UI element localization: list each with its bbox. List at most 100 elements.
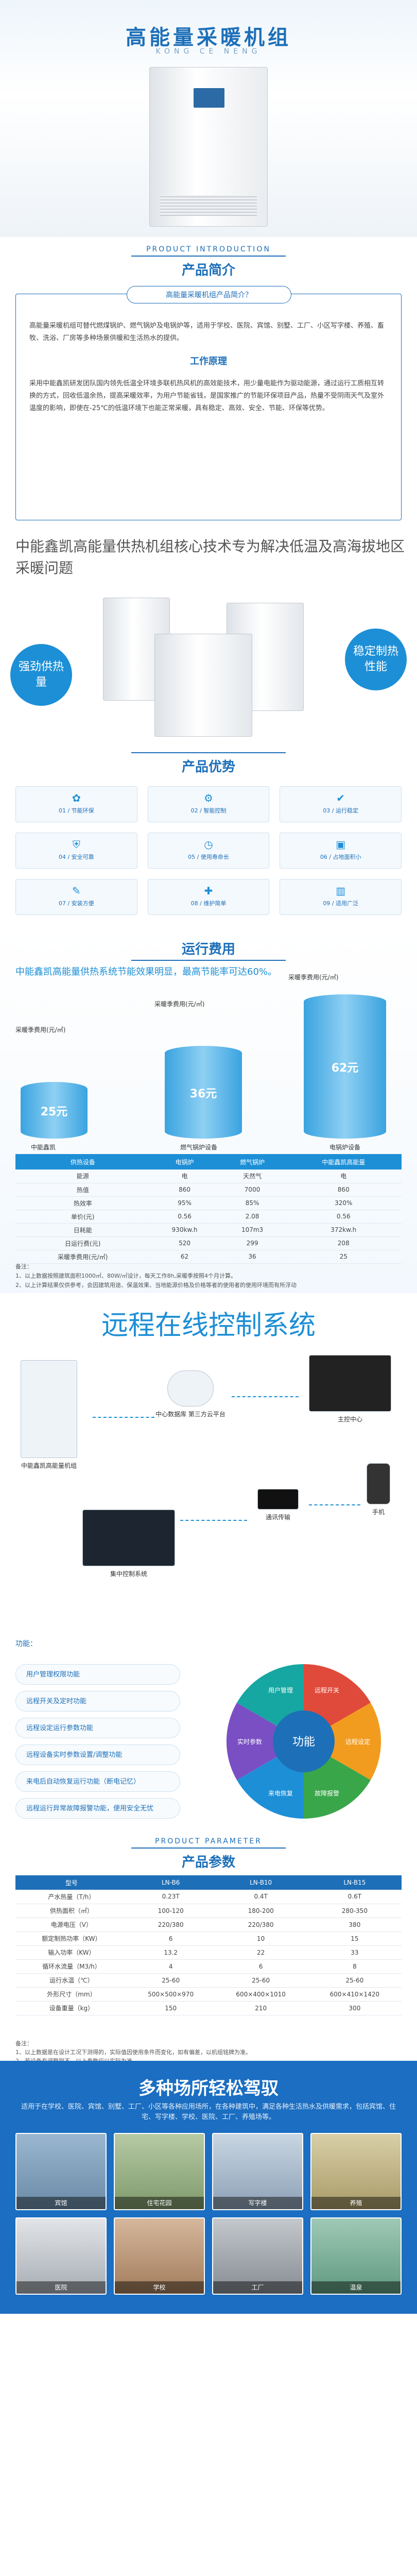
table-cell: 单价(元)	[15, 1210, 150, 1224]
hero-title: 高能量采暖机组	[126, 26, 291, 49]
cloud-node: 中心数据库 第三方云平台	[149, 1370, 232, 1418]
table-header-cell: 燃气锅炉	[219, 1154, 286, 1170]
advantages-section: 产品优势 ✿ 01 / 节能环保 ⚙ 02 / 智能控制 ✔ 03 / 运行稳定 ⛨ 0…	[0, 742, 417, 927]
hero-subtitle: KONG CE NENG	[155, 47, 262, 56]
table-header-cell: LN-B6	[127, 1875, 214, 1890]
bubble-left: 强劲供热量	[10, 644, 72, 706]
advantage-label: 09 / 适用广泛	[323, 900, 359, 907]
router-node-label: 通讯传输	[265, 1514, 290, 1521]
table-header-row: 供热设备 电锅炉 燃气锅炉 中能鑫凯高能量	[15, 1154, 402, 1170]
intro-heading: 产品简介	[181, 263, 235, 278]
wheel-segment	[304, 1703, 381, 1780]
scene-card: 工厂	[212, 2217, 303, 2295]
wheel-segment	[226, 1703, 304, 1780]
scene-caption: 工厂	[213, 2281, 302, 2294]
cost-name-2: 燃气锅炉设备	[180, 1144, 218, 1151]
intro-heading-en: PRODUCT INTRODUCTION	[146, 245, 271, 253]
table-cell: 热值	[15, 1183, 150, 1197]
functions-section: 功能： 用户管理权限功能 远程开关及定时功能 远程设定运行参数功能 远程设备实时…	[0, 1623, 417, 1829]
table-cell: 热效率	[15, 1196, 150, 1210]
table-cell: 日运行费(元)	[15, 1236, 150, 1250]
table-cell: 额定制热功率（KW）	[15, 1931, 128, 1946]
table-cell: 25-60	[214, 1973, 308, 1988]
scenes-title: 多种场所轻松驾驭	[138, 2078, 279, 2099]
table-cell: 33	[307, 1945, 402, 1960]
wheel-label: 远程设定	[345, 1738, 370, 1745]
table-cell: 采暖季费用(元/㎡)	[15, 1250, 150, 1264]
wheel-label: 来电恢复	[268, 1790, 293, 1797]
cost-table-body: 能源电天然气电热值 860 7000 860 热效率 95% 85% 320% 单价(元) 0.5…	[15, 1170, 402, 1264]
control-screen-icon	[82, 1510, 175, 1566]
table-row: 能源电天然气电	[15, 1170, 402, 1183]
table-row: 电源电压（V） 220/380 220/380 380	[15, 1918, 402, 1932]
table-cell: 95%	[150, 1196, 219, 1210]
cost-unit-label: 采暖季费用(元/㎡)	[15, 1026, 66, 1033]
cost-name-3: 电锅炉设备	[329, 1144, 361, 1151]
table-row: 采暖季费用(元/㎡) 62 36 25	[15, 1250, 402, 1264]
function-item: 远程开关及定时功能	[15, 1691, 180, 1711]
router-icon	[257, 1489, 299, 1510]
function-item: 远程设定运行参数功能	[15, 1718, 180, 1738]
heading-divider	[131, 1848, 286, 1849]
functions-title: 功能：	[15, 1640, 37, 1648]
scene-card: 住宅花园	[114, 2133, 205, 2210]
wheel-label: 实时参数	[237, 1738, 262, 1745]
table-cell: 0.56	[150, 1210, 219, 1224]
heating-unit-icon	[21, 1360, 77, 1458]
table-cell: 4	[127, 1959, 214, 1974]
cost-compare-table: 供热设备 电锅炉 燃气锅炉 中能鑫凯高能量 能源电天然气电热值 860 7000 86…	[15, 1154, 402, 1264]
wheel-center	[273, 1710, 335, 1772]
heading-divider	[131, 960, 286, 961]
table-cell: 输入功率（KW）	[15, 1945, 128, 1960]
cost-unit-label: 采暖季费用(元/㎡)	[288, 974, 339, 981]
advantage-label: 03 / 运行稳定	[323, 807, 359, 814]
unit-node: 中能鑫凯高能量机组	[10, 1360, 88, 1470]
table-cell: 设备重量（kg）	[15, 2001, 128, 2015]
advantage-label: 07 / 安装方便	[58, 900, 94, 907]
note-line: 1、以上数据是在设计工况下测得的，实际值因使用条件而变化，如有偏差，以机组铭牌为…	[15, 2049, 251, 2056]
table-header-row: 型号 LN-B6 LN-B10 LN-B15	[15, 1875, 402, 1890]
screen-node-label: 集中控制系统	[110, 1570, 147, 1578]
notes-title: 备注：	[15, 1263, 32, 1270]
advantage-card: ✿ 01 / 节能环保	[15, 786, 137, 822]
scene-card: 温泉	[310, 2217, 402, 2295]
shield-icon: ⛨	[72, 838, 80, 851]
table-cell: 280-350	[307, 1904, 402, 1918]
cost-value-1: 25元	[40, 1106, 68, 1118]
cost-cylinder-3	[304, 994, 386, 1139]
table-cell: 产水热量（T/h）	[15, 1890, 128, 1904]
bubble-right: 稳定制热性能	[345, 629, 407, 690]
params-notes: 备注： 1、以上数据是在设计工况下测得的，实际值因使用条件而变化，如有偏差，以机…	[15, 2039, 251, 2061]
table-cell: 2.08	[219, 1210, 286, 1224]
core-tech-section: 中能鑫凯高能量供热机组核心技术专为解决低温及高海拔地区采暖问题 强劲供热量 稳定…	[0, 526, 417, 742]
table-row: 产水热量（T/h） 0.23T 0.4T 0.6T	[15, 1890, 402, 1904]
table-cell: 0.56	[285, 1210, 402, 1224]
scenes-description: 适用于在学校、医院、宾馆、别墅、工厂、小区等各种应用场所，在各种建筑中，满足各种…	[21, 2103, 396, 2121]
table-cell: 电	[150, 1170, 219, 1183]
scene-card: 宾馆	[15, 2133, 107, 2210]
scene-card: 学校	[114, 2217, 205, 2295]
heading-divider	[131, 752, 286, 753]
check-icon: ✔	[336, 792, 345, 804]
table-cell: 25-60	[307, 1973, 402, 1988]
table-row: 单价(元) 0.56 2.08 0.56	[15, 1210, 402, 1224]
table-cell: 150	[127, 2001, 214, 2015]
cost-value-2: 36元	[189, 1088, 217, 1100]
table-cell: 日耗能	[15, 1223, 150, 1237]
wheel-label: 故障报警	[315, 1789, 339, 1797]
mobile-node-label: 手机	[372, 1509, 385, 1516]
remote-control-section: 远程在线控制系统 中能鑫凯高能量机组 中心数据库 第三方云平台 主控中心 手机 …	[0, 1293, 417, 1623]
table-cell: 860	[150, 1183, 219, 1197]
table-cell: 能源	[15, 1170, 150, 1183]
params-heading: 产品参数	[181, 1855, 235, 1870]
function-wheel: 功能 远程开关 远程设定 故障报警 来电恢复 实时参数 用户管理	[226, 1664, 381, 1819]
table-header-cell: 电锅炉	[150, 1154, 219, 1170]
table-row: 日运行费(元) 520 299 208	[15, 1236, 402, 1250]
table-cell: 300	[307, 2001, 402, 2015]
table-row: 额定制热功率（KW） 6 10 15	[15, 1931, 402, 1946]
table-cell: 电	[285, 1170, 402, 1183]
table-cell: 62	[150, 1250, 219, 1264]
wheel-center-label: 功能	[292, 1736, 315, 1749]
cost-name-1: 中能鑫凯	[31, 1144, 56, 1151]
table-cell: 13.2	[127, 1945, 214, 1960]
